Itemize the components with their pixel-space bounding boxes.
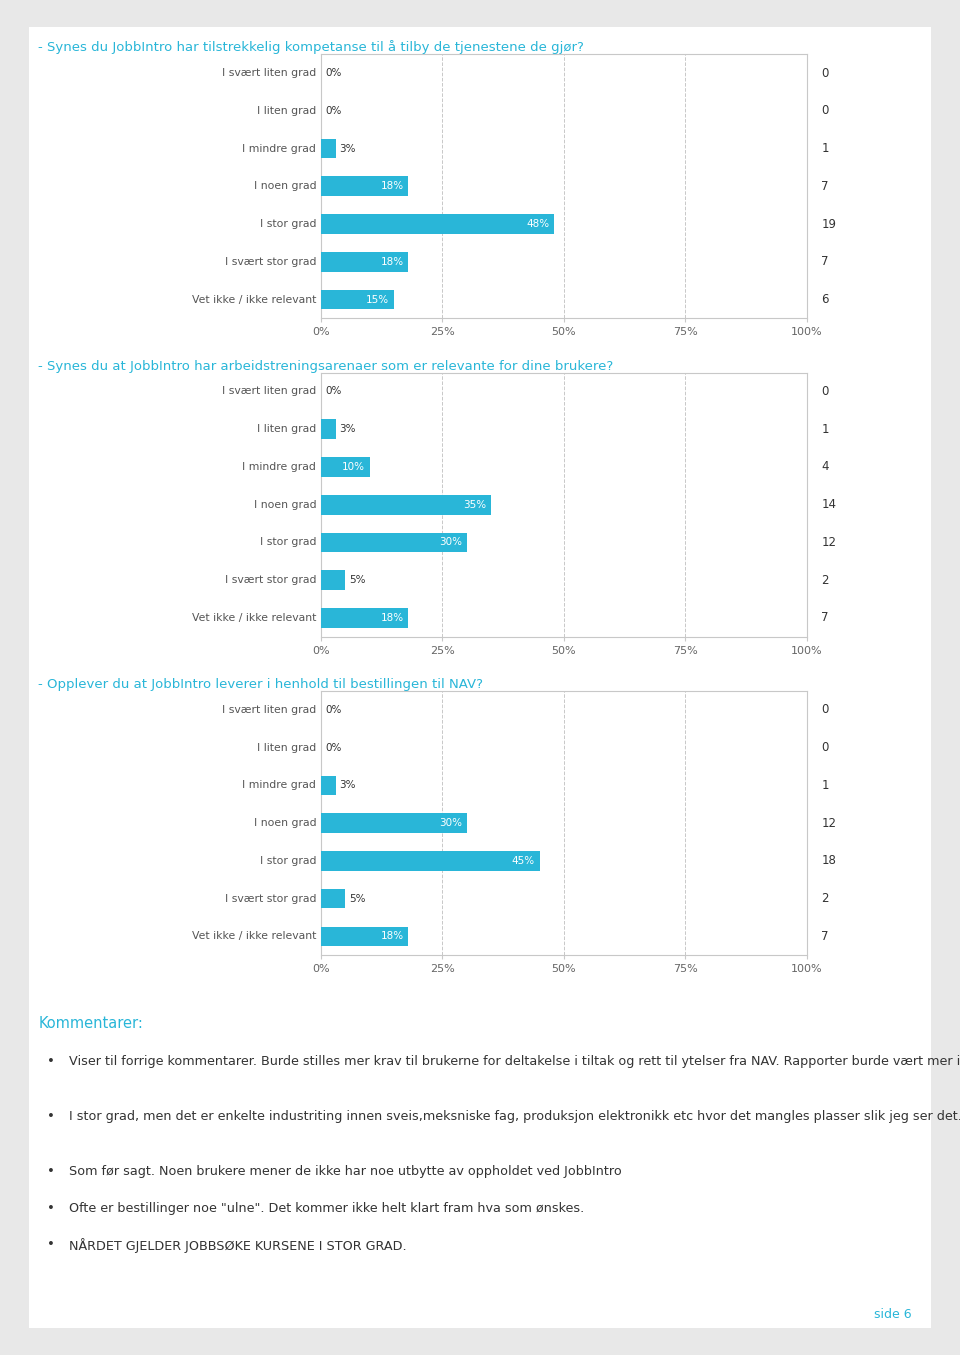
Text: 0%: 0%	[324, 743, 342, 752]
Text: Viser til forrige kommentarer. Burde stilles mer krav til brukerne for deltakels: Viser til forrige kommentarer. Burde sti…	[69, 1056, 960, 1068]
Text: - Synes du JobbIntro har tilstrekkelig kompetanse til å tilby de tjenestene de g: - Synes du JobbIntro har tilstrekkelig k…	[38, 41, 585, 54]
Text: side 6: side 6	[875, 1308, 912, 1321]
Text: 0%: 0%	[324, 68, 342, 79]
Text: - Opplever du at JobbIntro leverer i henhold til bestillingen til NAV?: - Opplever du at JobbIntro leverer i hen…	[38, 678, 484, 691]
Text: 0: 0	[821, 741, 828, 755]
Text: Vet ikke / ikke relevant: Vet ikke / ikke relevant	[192, 294, 316, 305]
Text: 15%: 15%	[366, 294, 389, 305]
Text: I svært stor grad: I svært stor grad	[225, 257, 316, 267]
Bar	[321, 138, 336, 159]
Text: Ofte er bestillinger noe "ulne". Det kommer ikke helt klart fram hva som ønskes.: Ofte er bestillinger noe "ulne". Det kom…	[69, 1202, 585, 1214]
Text: •: •	[47, 1056, 55, 1068]
Text: 6: 6	[821, 293, 828, 306]
Text: Vet ikke / ikke relevant: Vet ikke / ikke relevant	[192, 612, 316, 623]
Text: 0: 0	[821, 104, 828, 118]
Text: 4: 4	[821, 461, 828, 473]
Text: I liten grad: I liten grad	[257, 106, 316, 115]
Text: 12: 12	[821, 537, 836, 549]
Text: 1: 1	[821, 779, 828, 791]
Bar	[321, 570, 346, 589]
Text: 18%: 18%	[380, 257, 403, 267]
Bar	[321, 889, 346, 908]
Bar	[321, 533, 467, 553]
Text: I svært liten grad: I svært liten grad	[222, 68, 316, 79]
Text: I noen grad: I noen grad	[253, 182, 316, 191]
Text: 7: 7	[821, 255, 828, 268]
Text: NÅRDET GJELDER JOBBSØKE KURSENE I STOR GRAD.: NÅRDET GJELDER JOBBSØKE KURSENE I STOR G…	[69, 1238, 407, 1253]
Bar	[321, 608, 408, 627]
Text: I liten grad: I liten grad	[257, 424, 316, 434]
Text: I mindre grad: I mindre grad	[242, 144, 316, 153]
Text: 5%: 5%	[349, 576, 366, 585]
Text: I mindre grad: I mindre grad	[242, 462, 316, 472]
Text: - Synes du at JobbIntro har arbeidstreningsarenaer som er relevante for dine bru: - Synes du at JobbIntro har arbeidstreni…	[38, 359, 613, 373]
Text: I noen grad: I noen grad	[253, 818, 316, 828]
Bar	[321, 290, 394, 309]
Text: I svært stor grad: I svært stor grad	[225, 894, 316, 904]
Text: 1: 1	[821, 142, 828, 154]
Text: 18%: 18%	[380, 612, 403, 623]
Text: 0: 0	[821, 703, 828, 717]
Text: 3%: 3%	[340, 424, 356, 434]
Text: 45%: 45%	[512, 856, 535, 866]
Bar	[321, 495, 491, 515]
Text: •: •	[47, 1110, 55, 1123]
Bar	[321, 457, 370, 477]
Text: I stor grad: I stor grad	[260, 856, 316, 866]
Text: I noen grad: I noen grad	[253, 500, 316, 509]
Text: 2: 2	[821, 573, 828, 587]
Text: 1: 1	[821, 423, 828, 436]
Bar	[321, 813, 467, 833]
Bar	[321, 420, 336, 439]
Text: •: •	[47, 1165, 55, 1177]
Text: 0%: 0%	[324, 106, 342, 115]
Text: I liten grad: I liten grad	[257, 743, 316, 752]
Text: I svært liten grad: I svært liten grad	[222, 705, 316, 715]
Text: 19: 19	[821, 218, 836, 230]
Text: 18%: 18%	[380, 182, 403, 191]
Text: I svært stor grad: I svært stor grad	[225, 576, 316, 585]
Text: 0%: 0%	[324, 386, 342, 397]
Text: 35%: 35%	[463, 500, 486, 509]
Text: I stor grad: I stor grad	[260, 538, 316, 547]
Text: 18: 18	[821, 855, 836, 867]
Text: I stor grad, men det er enkelte industriting innen sveis,meksniske fag, produksj: I stor grad, men det er enkelte industri…	[69, 1110, 960, 1123]
Text: I stor grad: I stor grad	[260, 220, 316, 229]
Text: 48%: 48%	[526, 220, 549, 229]
Text: 2: 2	[821, 892, 828, 905]
Bar	[321, 851, 540, 871]
Text: 0%: 0%	[324, 705, 342, 715]
Text: 0: 0	[821, 66, 828, 80]
Text: 30%: 30%	[439, 818, 462, 828]
Text: 0: 0	[821, 385, 828, 398]
Text: 7: 7	[821, 930, 828, 943]
Text: Vet ikke / ikke relevant: Vet ikke / ikke relevant	[192, 931, 316, 942]
Text: •: •	[47, 1202, 55, 1214]
Text: I svært liten grad: I svært liten grad	[222, 386, 316, 397]
Text: 10%: 10%	[342, 462, 365, 472]
Bar	[321, 252, 408, 271]
Text: 3%: 3%	[340, 144, 356, 153]
Text: I mindre grad: I mindre grad	[242, 780, 316, 790]
Text: Som før sagt. Noen brukere mener de ikke har noe utbytte av oppholdet ved JobbIn: Som før sagt. Noen brukere mener de ikke…	[69, 1165, 622, 1177]
Text: 12: 12	[821, 817, 836, 829]
Bar	[321, 775, 336, 795]
Bar	[321, 214, 554, 234]
Text: 14: 14	[821, 499, 836, 511]
Bar	[321, 927, 408, 946]
Text: 18%: 18%	[380, 931, 403, 942]
Text: 7: 7	[821, 180, 828, 192]
Text: 7: 7	[821, 611, 828, 625]
Bar	[321, 176, 408, 196]
Text: 3%: 3%	[340, 780, 356, 790]
Text: •: •	[47, 1238, 55, 1251]
Text: 5%: 5%	[349, 894, 366, 904]
Text: 30%: 30%	[439, 538, 462, 547]
Text: Kommentarer:: Kommentarer:	[38, 1016, 143, 1031]
